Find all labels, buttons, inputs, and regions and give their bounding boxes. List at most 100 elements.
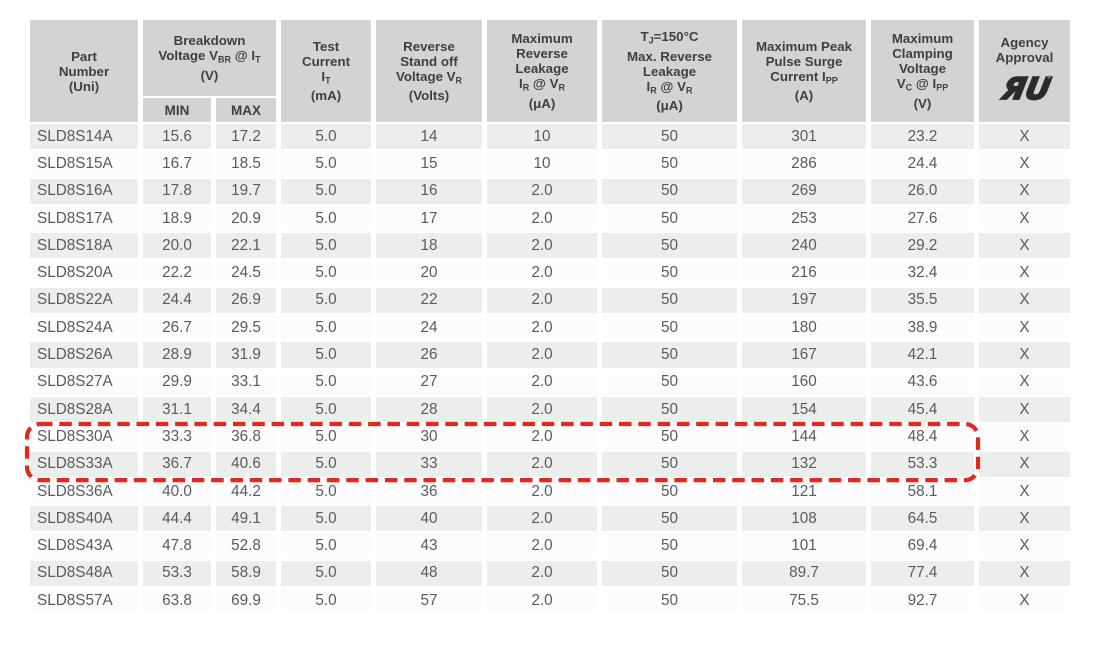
cell-agency-approval: X (979, 178, 1070, 204)
cell-tj-max-reverse-leakage: 50 (602, 506, 737, 532)
cell-standoff-voltage: 14 (376, 124, 482, 150)
cell-breakdown-max: 18.5 (216, 151, 276, 177)
cell-peak-pulse-current: 89.7 (742, 560, 866, 587)
page: { "colors": { "page_background": "#fffff… (0, 18, 1103, 665)
cell-tj-max-reverse-leakage: 50 (602, 178, 737, 204)
cell-peak-pulse-current: 197 (742, 287, 866, 314)
cell-breakdown-max: 31.9 (216, 342, 276, 368)
table-row: SLD8S36A 40.0 44.2 5.0 36 2.0 50 121 58.1 X (30, 478, 1070, 505)
cell-breakdown-min: 63.8 (143, 588, 211, 614)
cell-max-reverse-leakage: 2.0 (487, 506, 597, 532)
cell-breakdown-max: 26.9 (216, 287, 276, 314)
cell-clamping-voltage: 64.5 (871, 506, 974, 532)
cell-peak-pulse-current: 160 (742, 369, 866, 395)
cell-agency-approval: X (979, 396, 1070, 423)
cell-part-number: SLD8S40A (30, 506, 138, 532)
table-row: SLD8S40A 44.4 49.1 5.0 40 2.0 50 108 64.5 X (30, 506, 1070, 532)
cell-agency-approval: X (979, 478, 1070, 505)
cell-breakdown-max: 58.9 (216, 560, 276, 587)
cell-standoff-voltage: 18 (376, 233, 482, 259)
cell-max-reverse-leakage: 2.0 (487, 205, 597, 232)
cell-part-number: SLD8S27A (30, 369, 138, 395)
cell-tj-max-reverse-leakage: 50 (602, 287, 737, 314)
cell-standoff-voltage: 57 (376, 588, 482, 614)
cell-clamping-voltage: 35.5 (871, 287, 974, 314)
cell-clamping-voltage: 42.1 (871, 342, 974, 368)
cell-standoff-voltage: 20 (376, 260, 482, 286)
cell-max-reverse-leakage: 2.0 (487, 451, 597, 477)
cell-agency-approval: X (979, 369, 1070, 395)
cell-max-reverse-leakage: 2.0 (487, 287, 597, 314)
cell-breakdown-min: 36.7 (143, 451, 211, 477)
header-line: Pulse Surge (765, 53, 843, 69)
header-line: TJ=150°C (640, 29, 699, 46)
header-line: Part (71, 48, 97, 64)
cell-tj-max-reverse-leakage: 50 (602, 424, 737, 450)
col-header-agency-approval: Agency Approval ЯU (979, 20, 1070, 122)
header-line: (μA) (528, 95, 556, 111)
cell-tj-max-reverse-leakage: 50 (602, 396, 737, 423)
header-line: Leakage (642, 63, 697, 79)
cell-standoff-voltage: 27 (376, 369, 482, 395)
header-line: Test (312, 38, 340, 54)
cell-peak-pulse-current: 269 (742, 178, 866, 204)
cell-max-reverse-leakage: 2.0 (487, 424, 597, 450)
cell-standoff-voltage: 24 (376, 315, 482, 341)
table-row: SLD8S24A 26.7 29.5 5.0 24 2.0 50 180 38.9 X (30, 315, 1070, 341)
cell-test-current: 5.0 (281, 178, 371, 204)
header-line: (V) (200, 67, 219, 83)
cell-agency-approval: X (979, 151, 1070, 177)
cell-clamping-voltage: 69.4 (871, 533, 974, 559)
cell-clamping-voltage: 48.4 (871, 424, 974, 450)
cell-breakdown-min: 22.2 (143, 260, 211, 286)
table-row: SLD8S18A 20.0 22.1 5.0 18 2.0 50 240 29.2 X (30, 233, 1070, 259)
cell-clamping-voltage: 43.6 (871, 369, 974, 395)
col-header-breakdown-voltage: Breakdown Voltage VBR @ IT (V) (143, 20, 276, 96)
cell-peak-pulse-current: 240 (742, 233, 866, 259)
table-row: SLD8S43A 47.8 52.8 5.0 43 2.0 50 101 69.4 X (30, 533, 1070, 559)
cell-clamping-voltage: 24.4 (871, 151, 974, 177)
cell-peak-pulse-current: 180 (742, 315, 866, 341)
cell-clamping-voltage: 29.2 (871, 233, 974, 259)
header-line: Maximum (511, 31, 573, 47)
cell-max-reverse-leakage: 2.0 (487, 260, 597, 286)
cell-tj-max-reverse-leakage: 50 (602, 124, 737, 150)
cell-agency-approval: X (979, 315, 1070, 341)
cell-standoff-voltage: 26 (376, 342, 482, 368)
col-header-test-current: Test Current IT (mA) (281, 20, 371, 122)
cell-breakdown-max: 44.2 (216, 478, 276, 505)
header-line: (V) (913, 95, 932, 111)
cell-test-current: 5.0 (281, 396, 371, 423)
header-line: Max. Reverse (626, 48, 712, 64)
cell-agency-approval: X (979, 260, 1070, 286)
cell-tj-max-reverse-leakage: 50 (602, 205, 737, 232)
cell-standoff-voltage: 22 (376, 287, 482, 314)
cell-max-reverse-leakage: 2.0 (487, 178, 597, 204)
cell-part-number: SLD8S26A (30, 342, 138, 368)
table-row: SLD8S14A 15.6 17.2 5.0 14 10 50 301 23.2 X (30, 124, 1070, 150)
cell-breakdown-min: 26.7 (143, 315, 211, 341)
cell-max-reverse-leakage: 2.0 (487, 533, 597, 559)
header-line: Voltage VBR @ IT (158, 48, 261, 65)
cell-agency-approval: X (979, 451, 1070, 477)
header-line: Number (58, 63, 110, 79)
cell-test-current: 5.0 (281, 451, 371, 477)
header-line: (Volts) (408, 88, 450, 104)
cell-part-number: SLD8S48A (30, 560, 138, 587)
cell-agency-approval: X (979, 533, 1070, 559)
cell-clamping-voltage: 38.9 (871, 315, 974, 341)
header-line: Stand off (400, 53, 458, 69)
table-row: SLD8S57A 63.8 69.9 5.0 57 2.0 50 75.5 92.7 X (30, 588, 1070, 614)
cell-part-number: SLD8S43A (30, 533, 138, 559)
cell-breakdown-max: 69.9 (216, 588, 276, 614)
cell-tj-max-reverse-leakage: 50 (602, 588, 737, 614)
col-header-tj-max-reverse-leakage: TJ=150°C Max. Reverse Leakage IR @ VR (μA) (602, 20, 737, 122)
cell-max-reverse-leakage: 2.0 (487, 478, 597, 505)
cell-part-number: SLD8S57A (30, 588, 138, 614)
table-row: SLD8S22A 24.4 26.9 5.0 22 2.0 50 197 35.5 X (30, 287, 1070, 314)
cell-peak-pulse-current: 121 (742, 478, 866, 505)
header-line: Current IPP (770, 68, 838, 86)
cell-peak-pulse-current: 144 (742, 424, 866, 450)
table-row: SLD8S27A 29.9 33.1 5.0 27 2.0 50 160 43.6 X (30, 369, 1070, 395)
cell-peak-pulse-current: 301 (742, 124, 866, 150)
